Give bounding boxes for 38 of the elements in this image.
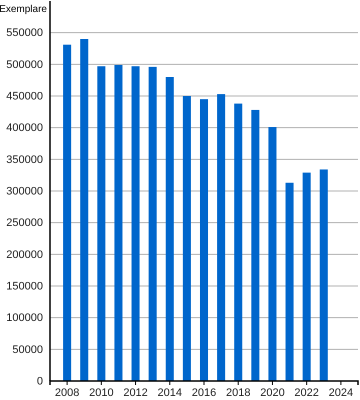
bar bbox=[234, 104, 242, 381]
y-tick-label: 450000 bbox=[6, 90, 43, 103]
x-tick-label: 2012 bbox=[123, 386, 148, 399]
bar bbox=[132, 66, 140, 381]
bar bbox=[286, 182, 294, 381]
y-tick-label: 150000 bbox=[6, 280, 43, 293]
x-tick-label: 2016 bbox=[192, 386, 216, 399]
y-axis-title: Exemplare bbox=[0, 4, 48, 15]
bar bbox=[268, 127, 276, 381]
y-tick-label: 250000 bbox=[6, 217, 43, 230]
x-tick-label: 2022 bbox=[294, 386, 319, 399]
x-tick-label: 2024 bbox=[328, 386, 354, 399]
y-tick-label: 350000 bbox=[6, 154, 43, 166]
bar bbox=[63, 44, 72, 381]
bar bbox=[182, 96, 191, 381]
y-tick-label: 0 bbox=[36, 376, 43, 388]
bar bbox=[320, 169, 328, 381]
y-tick-label: 500000 bbox=[6, 58, 43, 71]
bar bbox=[97, 66, 106, 381]
x-tick-label: 2014 bbox=[158, 386, 182, 399]
x-tick-label: 2008 bbox=[54, 386, 80, 399]
bar bbox=[114, 64, 122, 381]
y-tick-label: 50000 bbox=[12, 344, 43, 356]
bar bbox=[148, 66, 157, 381]
y-tick-label: 400000 bbox=[6, 122, 43, 134]
y-tick-label: 300000 bbox=[6, 186, 43, 198]
y-tick-label: 550000 bbox=[6, 27, 43, 40]
bar bbox=[251, 110, 260, 381]
x-tick-label: 2020 bbox=[260, 386, 285, 399]
bar bbox=[200, 99, 208, 381]
bar bbox=[80, 39, 88, 381]
y-tick-label: 100000 bbox=[6, 312, 43, 324]
bar bbox=[302, 172, 311, 381]
bar bbox=[166, 77, 174, 381]
y-tick-label: 200000 bbox=[6, 248, 43, 261]
x-tick-label: 2010 bbox=[89, 386, 114, 399]
bar bbox=[217, 94, 226, 381]
x-tick-label: 2018 bbox=[226, 386, 250, 399]
